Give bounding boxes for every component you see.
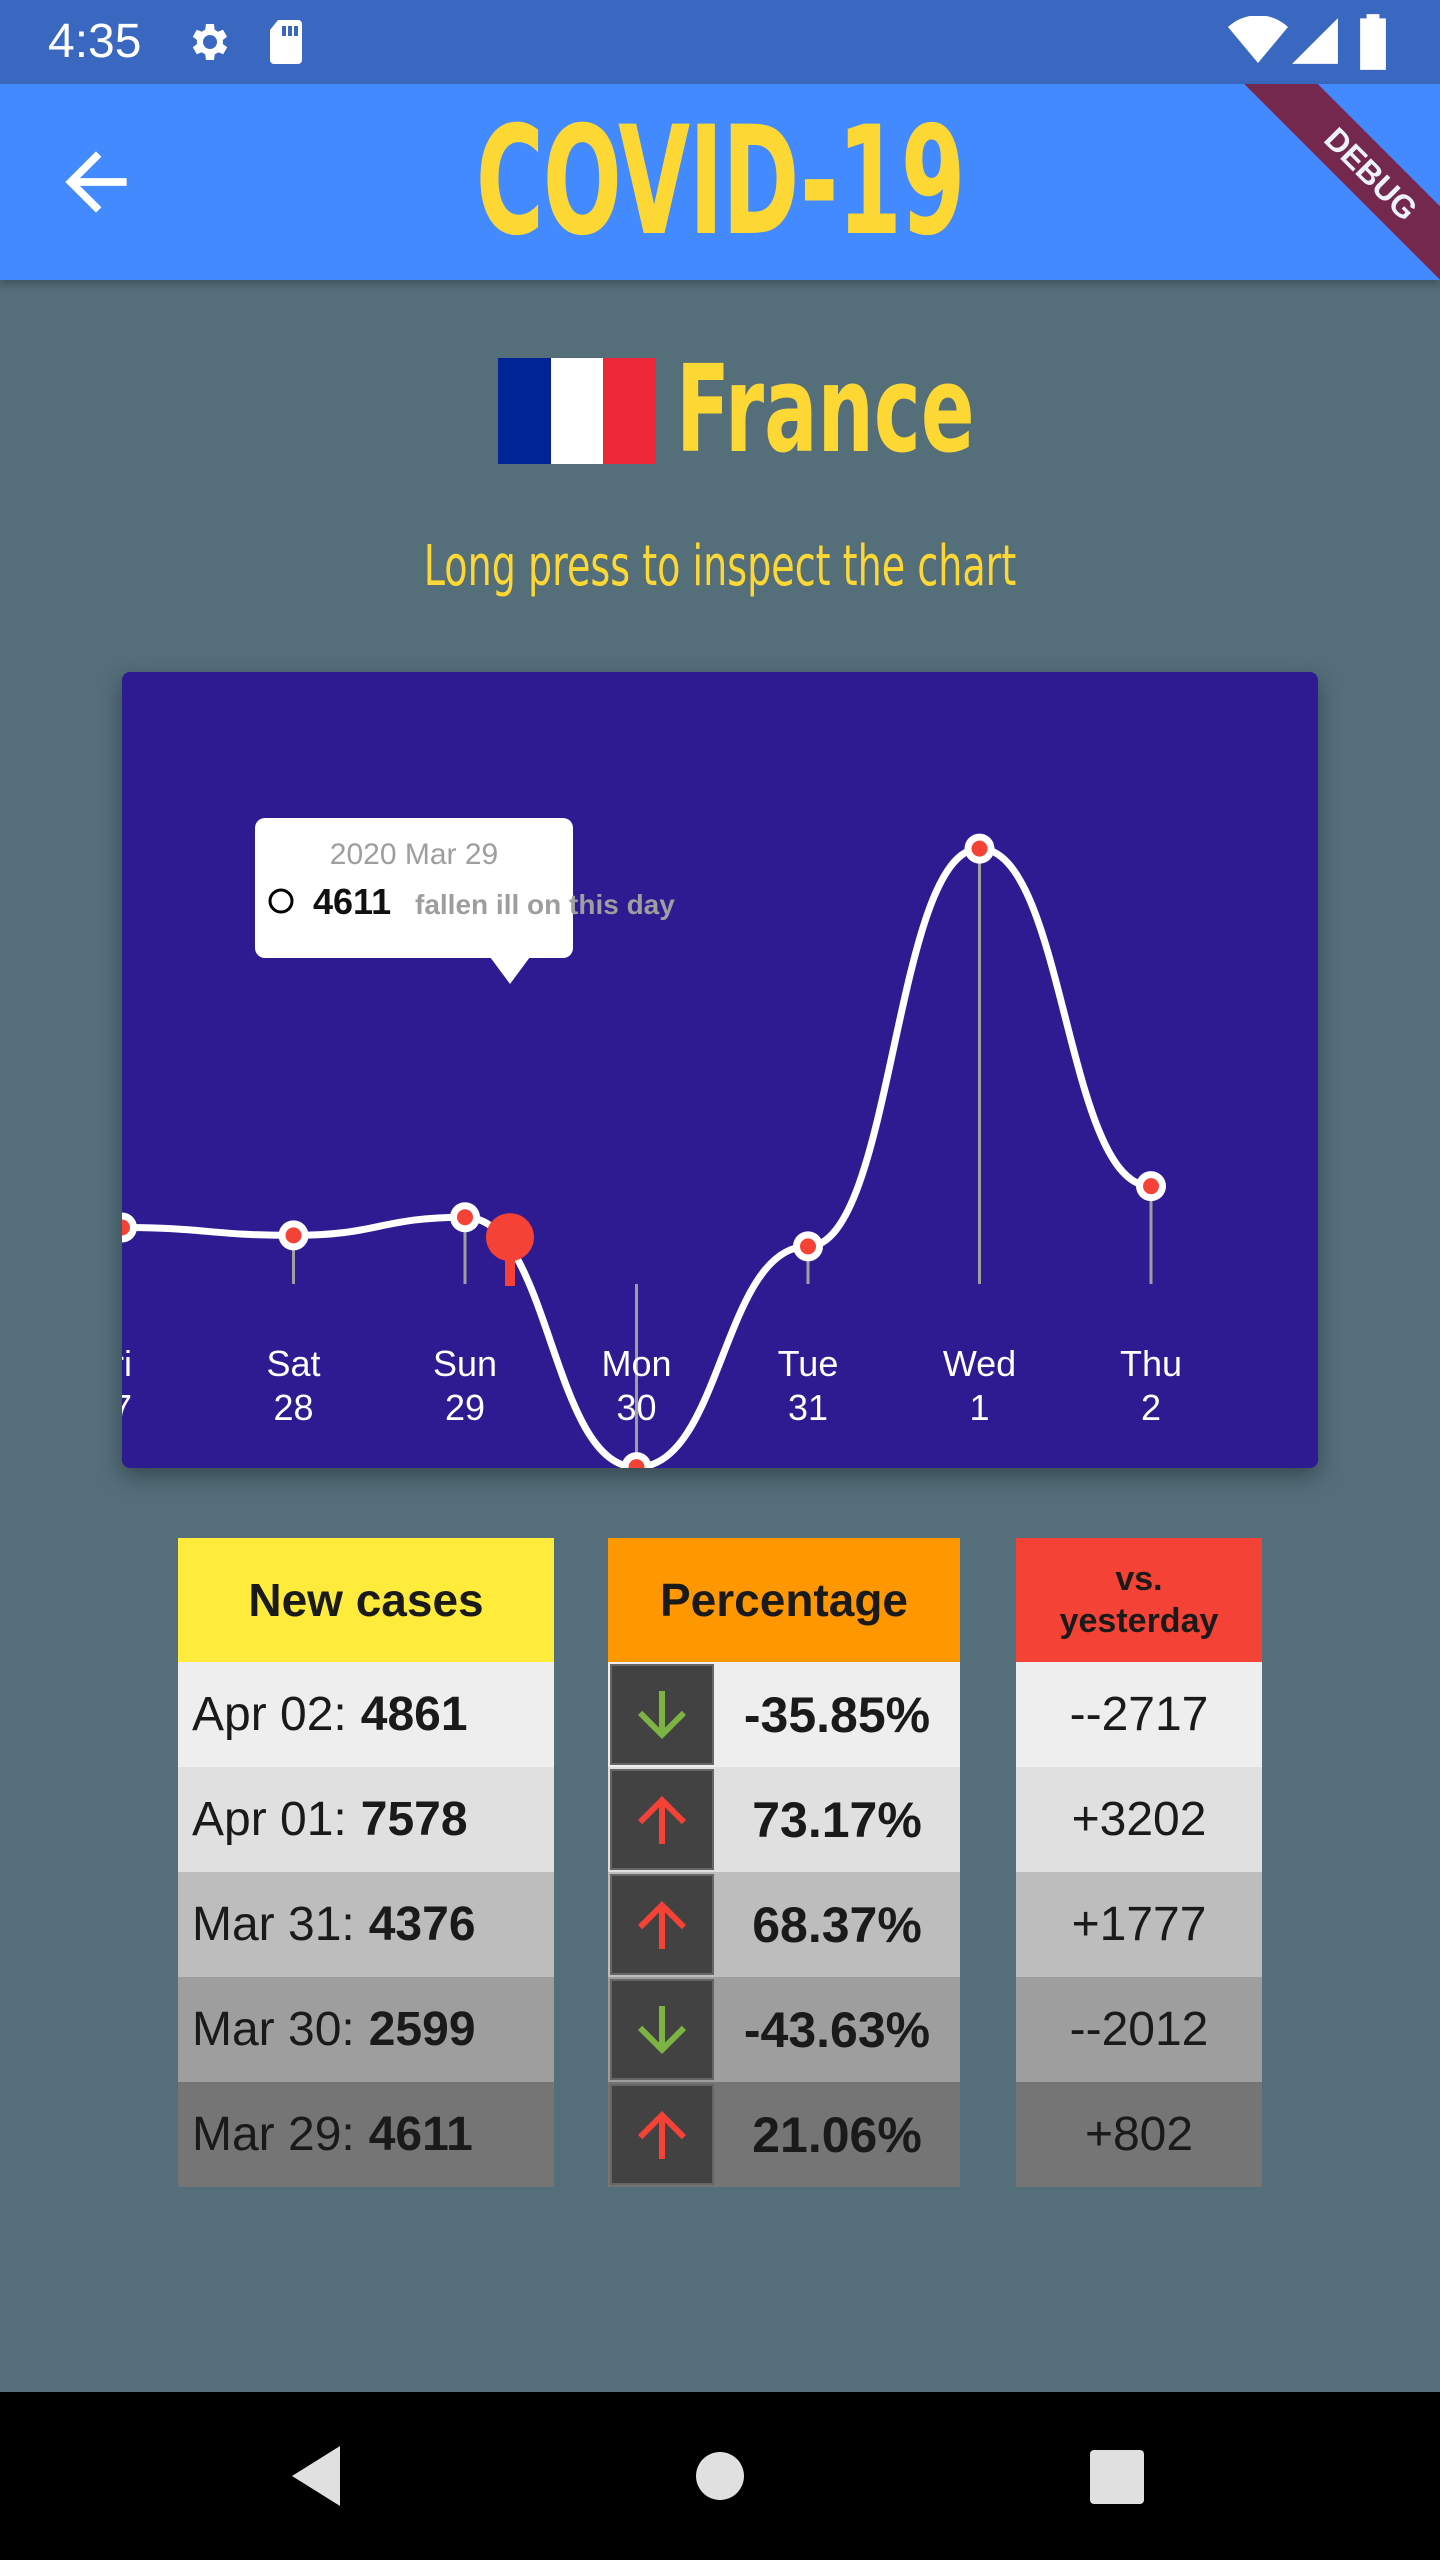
percentage-header: Percentage [608, 1538, 960, 1662]
x-tick-day: ri [122, 1343, 132, 1384]
table-row: Apr 02: 4861 [178, 1662, 554, 1767]
x-tick-day: Mon [601, 1343, 671, 1384]
x-tick-date: 31 [788, 1387, 828, 1428]
status-bar: 4:35 [0, 0, 1440, 84]
sd-card-icon [270, 20, 302, 64]
x-tick-date: 30 [616, 1387, 656, 1428]
new-cases-header: New cases [178, 1538, 554, 1662]
arrow-up-icon [610, 1874, 714, 1975]
table-row: Apr 01: 7578 [178, 1767, 554, 1872]
table-row: -35.85% [608, 1662, 960, 1767]
table-row: 68.37% [608, 1872, 960, 1977]
percentage-table: Percentage -35.85% 73.17% 68.37% -43.63%… [608, 1538, 960, 2187]
case-date: Apr 02: [192, 1688, 347, 1741]
x-tick-date: 7 [122, 1387, 132, 1428]
nav-recents-icon[interactable] [1090, 2450, 1144, 2504]
data-point-dot [628, 1459, 645, 1468]
arrow-up-icon [610, 2084, 714, 2185]
percentage-value: -35.85% [743, 1686, 931, 1743]
table-row: Mar 30: 2599 [178, 1977, 554, 2082]
x-tick-day: Sun [433, 1343, 497, 1384]
case-value: 4376 [368, 1898, 476, 1951]
wifi-icon [1228, 16, 1288, 63]
x-tick-date: 1 [969, 1387, 989, 1428]
app-title: COVID-19 [475, 95, 966, 269]
table-row: +3202 [1016, 1767, 1262, 1872]
vs-yesterday-header: vs. yesterday [1016, 1538, 1262, 1662]
table-row: Mar 29: 4611 [178, 2082, 554, 2187]
tooltip-date: 2020 Mar 29 [330, 838, 498, 871]
case-value: 7578 [360, 1793, 468, 1846]
vs-yesterday-table: vs. yesterday --2717 +3202 +1777 --2012 … [1016, 1538, 1262, 2187]
signal-icon [1292, 18, 1338, 64]
table-row: --2012 [1016, 1977, 1262, 2082]
x-tick-date: 28 [273, 1387, 313, 1428]
tooltip-text: fallen ill on this day [415, 889, 675, 920]
data-point-dot [971, 840, 988, 857]
case-date: Mar 30: [192, 2003, 355, 2056]
data-point-dot [122, 1219, 130, 1236]
vs-yesterday-header-line1: vs. [1115, 1560, 1163, 1598]
data-point-dot [800, 1238, 816, 1255]
x-tick-date: 2 [1141, 1387, 1161, 1428]
x-tick-day: Tue [778, 1343, 839, 1384]
data-point-dot [1143, 1178, 1159, 1195]
percentage-value: 68.37% [752, 1896, 922, 1953]
arrow-down-icon [610, 1664, 714, 1765]
table-row: +802 [1016, 2082, 1262, 2187]
navigation-bar [0, 2392, 1440, 2560]
percentage-value: 73.17% [752, 1791, 922, 1848]
flag-stripe-white [550, 358, 604, 464]
percentage-value: -43.63% [743, 2001, 931, 2058]
x-tick-day: Sat [266, 1343, 320, 1384]
case-value: 2599 [368, 2003, 476, 2056]
back-arrow-icon[interactable] [50, 136, 142, 228]
table-row: --2717 [1016, 1662, 1262, 1767]
case-value: 4861 [360, 1688, 468, 1741]
new-cases-table: New cases Apr 02: 4861 Apr 01: 7578 Mar 31… [178, 1538, 554, 2187]
x-tick-day: Thu [1120, 1343, 1182, 1384]
debug-banner: DEBUG [1235, 84, 1440, 280]
country-flag [498, 358, 657, 464]
table-row: Mar 31: 4376 [178, 1872, 554, 1977]
nav-home-icon[interactable] [694, 2450, 746, 2502]
highlight-point [486, 1213, 534, 1262]
case-date: Apr 01: [192, 1793, 347, 1846]
table-row: +1777 [1016, 1872, 1262, 1977]
chart-hint: Long press to inspect the chart [423, 534, 1017, 599]
data-point-dot [457, 1209, 473, 1226]
series-line [122, 845, 1152, 1468]
table-row: 73.17% [608, 1767, 960, 1872]
tooltip-box [255, 818, 573, 958]
tooltip-marker-icon [268, 888, 294, 914]
case-value: 4611 [368, 2108, 473, 2161]
country-name: France [676, 341, 975, 480]
battery-icon [1360, 14, 1386, 70]
case-date: Mar 31: [192, 1898, 355, 1951]
tooltip-pointer [490, 957, 530, 984]
x-tick-date: 29 [445, 1387, 485, 1428]
percentage-value: 21.06% [752, 2106, 922, 2163]
status-time: 4:35 [48, 15, 142, 68]
arrow-down-icon [610, 1979, 714, 2080]
flag-stripe-red [603, 358, 657, 464]
tooltip-value: 4611 [313, 881, 391, 922]
flag-stripe-blue [498, 358, 551, 464]
vs-yesterday-header-line2: yesterday [1059, 1602, 1219, 1640]
table-row: 21.06% [608, 2082, 960, 2187]
table-row: -43.63% [608, 1977, 960, 2082]
data-point-dot [285, 1227, 302, 1244]
app-bar: COVID-19 DEBUG [0, 84, 1440, 280]
x-tick-day: Wed [943, 1343, 1016, 1384]
settings-icon [192, 24, 228, 60]
case-date: Mar 29: [192, 2108, 355, 2161]
nav-back-icon[interactable] [288, 2444, 344, 2508]
arrow-up-icon [610, 1769, 714, 1870]
